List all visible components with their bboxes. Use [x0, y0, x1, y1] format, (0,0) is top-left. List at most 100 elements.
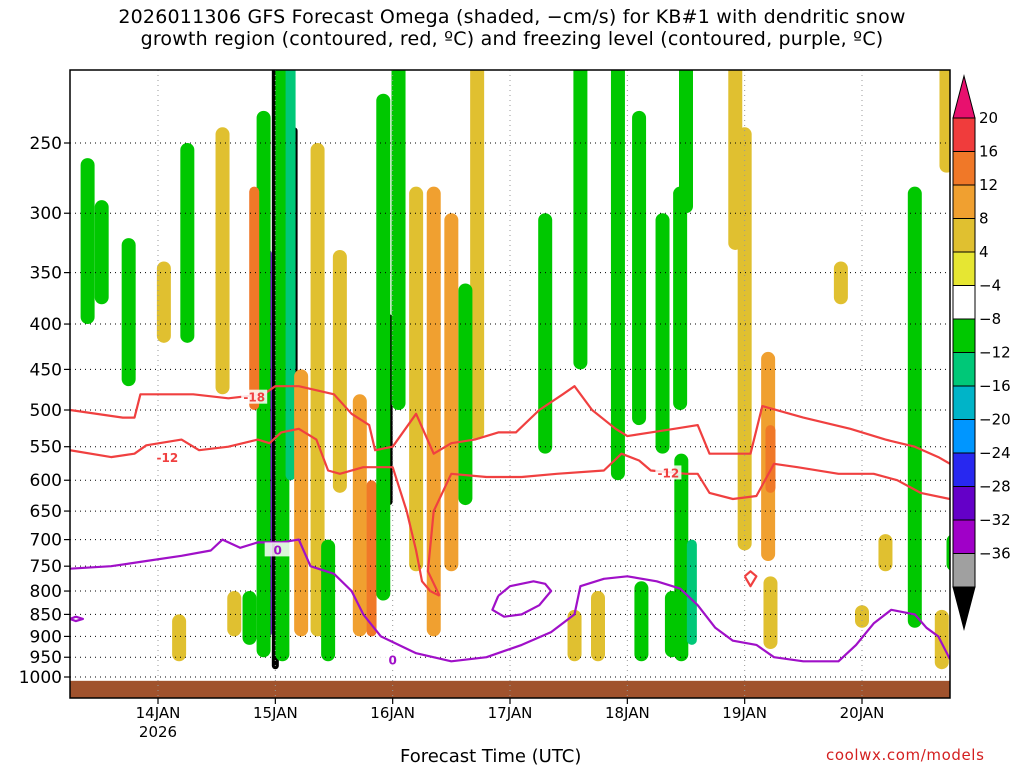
- omega-band: [634, 581, 649, 662]
- y-tick-label: 850: [30, 605, 62, 625]
- omega-band: [352, 394, 367, 637]
- colorbar-swatch: [952, 486, 976, 521]
- y-tick-label: 250: [30, 134, 62, 154]
- omega-band: [444, 213, 459, 572]
- x-tick-label: 16JAN: [370, 704, 415, 722]
- y-tick-label: 700: [30, 531, 62, 551]
- terrain-ground: [70, 680, 950, 698]
- colorbar: 20 16 12 8 4 −4 −8 −12 −16 −20 −24 −28 −32 −36: [952, 74, 1011, 631]
- omega-band: [763, 576, 778, 650]
- colorbar-swatch: [952, 419, 976, 454]
- contour-label-bg: [264, 542, 291, 557]
- contour-red-loop: [743, 570, 758, 588]
- contour-dgz-minus-12: [70, 427, 441, 597]
- y-tick-label: 300: [30, 204, 62, 224]
- colorbar-bottom-arrow: [952, 586, 976, 631]
- colorbar-top-arrow: [952, 74, 976, 119]
- omega-band: [833, 261, 848, 305]
- colorbar-label: −12: [979, 344, 1011, 362]
- colorbar-swatch: [952, 452, 976, 487]
- omega-band: [180, 143, 195, 343]
- contours: -18 -12 -12 0 0: [70, 385, 950, 667]
- x-tick-sublabel: 2026: [139, 723, 177, 741]
- colorbar-swatch: [952, 151, 976, 186]
- y-tick-label: 750: [30, 557, 62, 577]
- omega-band: [227, 591, 242, 637]
- colorbar-label: 16: [979, 143, 998, 161]
- x-tick-label: 18JAN: [605, 704, 650, 722]
- title-line-1: 2026011306 GFS Forecast Omega (shaded, −…: [118, 6, 906, 28]
- omega-band: [391, 70, 406, 410]
- omega-band: [686, 539, 697, 645]
- contour-dgz-minus-12-tail: [426, 452, 950, 597]
- colorbar-label: 8: [979, 210, 989, 228]
- omega-band: [934, 609, 949, 670]
- y-tick-label: 600: [30, 471, 62, 491]
- omega-band: [538, 213, 553, 454]
- omega-band: [673, 186, 688, 410]
- colorbar-label: −24: [979, 444, 1011, 462]
- omega-band: [573, 70, 588, 370]
- colorbar-swatch: [952, 251, 976, 286]
- y-tick-label: 900: [30, 627, 62, 647]
- colorbar-swatch: [952, 385, 976, 420]
- omega-shading: [80, 70, 950, 670]
- colorbar-label: 4: [979, 243, 989, 261]
- contour-label-bg: [655, 465, 682, 480]
- y-tick-label: 350: [30, 264, 62, 284]
- x-tick-label: 19JAN: [722, 704, 767, 722]
- colorbar-swatch: [952, 117, 976, 152]
- omega-band: [321, 539, 336, 662]
- omega-band: [765, 425, 776, 493]
- omega-band: [737, 127, 752, 551]
- omega-band: [376, 93, 391, 601]
- colorbar-swatch: [952, 352, 976, 387]
- contour-label: -12: [658, 466, 680, 480]
- omega-band: [94, 200, 109, 305]
- y-axis: 2503003504004505005506006507007508008509…: [19, 134, 70, 688]
- colorbar-swatch: [952, 285, 976, 320]
- omega-band: [409, 186, 424, 572]
- colorbar-swatch: [952, 318, 976, 353]
- contour-freezing-level-loop: [491, 580, 553, 618]
- title-line-2: growth region (contoured, red, ºC) and f…: [140, 28, 884, 50]
- colorbar-swatch: [952, 184, 976, 219]
- terrain: [70, 680, 950, 698]
- colorbar-label: −8: [979, 310, 1001, 328]
- omega-band: [939, 70, 950, 173]
- x-tick-label: 14JAN: [136, 704, 181, 722]
- omega-band: [470, 70, 485, 440]
- omega-band: [366, 480, 377, 637]
- credit-link[interactable]: coolwx.com/models: [826, 746, 985, 764]
- colorbar-label: −16: [979, 377, 1011, 395]
- omega-band: [256, 110, 271, 658]
- omega-band: [121, 238, 136, 387]
- omega-band: [855, 605, 869, 628]
- omega-band: [80, 158, 95, 325]
- omega-band: [172, 614, 187, 662]
- x-axis-label: Forecast Time (UTC): [400, 746, 582, 767]
- omega-band: [458, 283, 473, 506]
- chart-title: 2026011306 GFS Forecast Omega (shaded, −…: [0, 6, 1024, 50]
- omega-band: [591, 591, 605, 662]
- y-tick-label: 450: [30, 360, 62, 380]
- omega-band: [426, 186, 441, 637]
- colorbar-label: −36: [979, 545, 1011, 563]
- omega-band: [679, 70, 693, 214]
- omega-band: [907, 186, 922, 628]
- colorbar-label: −4: [979, 277, 1001, 295]
- omega-band: [946, 535, 950, 571]
- omega-band: [610, 70, 625, 481]
- omega-band: [294, 369, 309, 637]
- contour-purple-loop-left: [70, 615, 84, 623]
- omega-band: [567, 609, 582, 662]
- y-tick-label: 950: [30, 648, 62, 668]
- grid: [70, 70, 950, 698]
- colorbar-label: −28: [979, 478, 1011, 496]
- plot-frame: [69, 69, 951, 699]
- y-tick-label: 1000: [19, 668, 62, 688]
- colorbar-label: −32: [979, 511, 1011, 529]
- omega-band: [156, 261, 171, 343]
- omega-band: [249, 186, 260, 410]
